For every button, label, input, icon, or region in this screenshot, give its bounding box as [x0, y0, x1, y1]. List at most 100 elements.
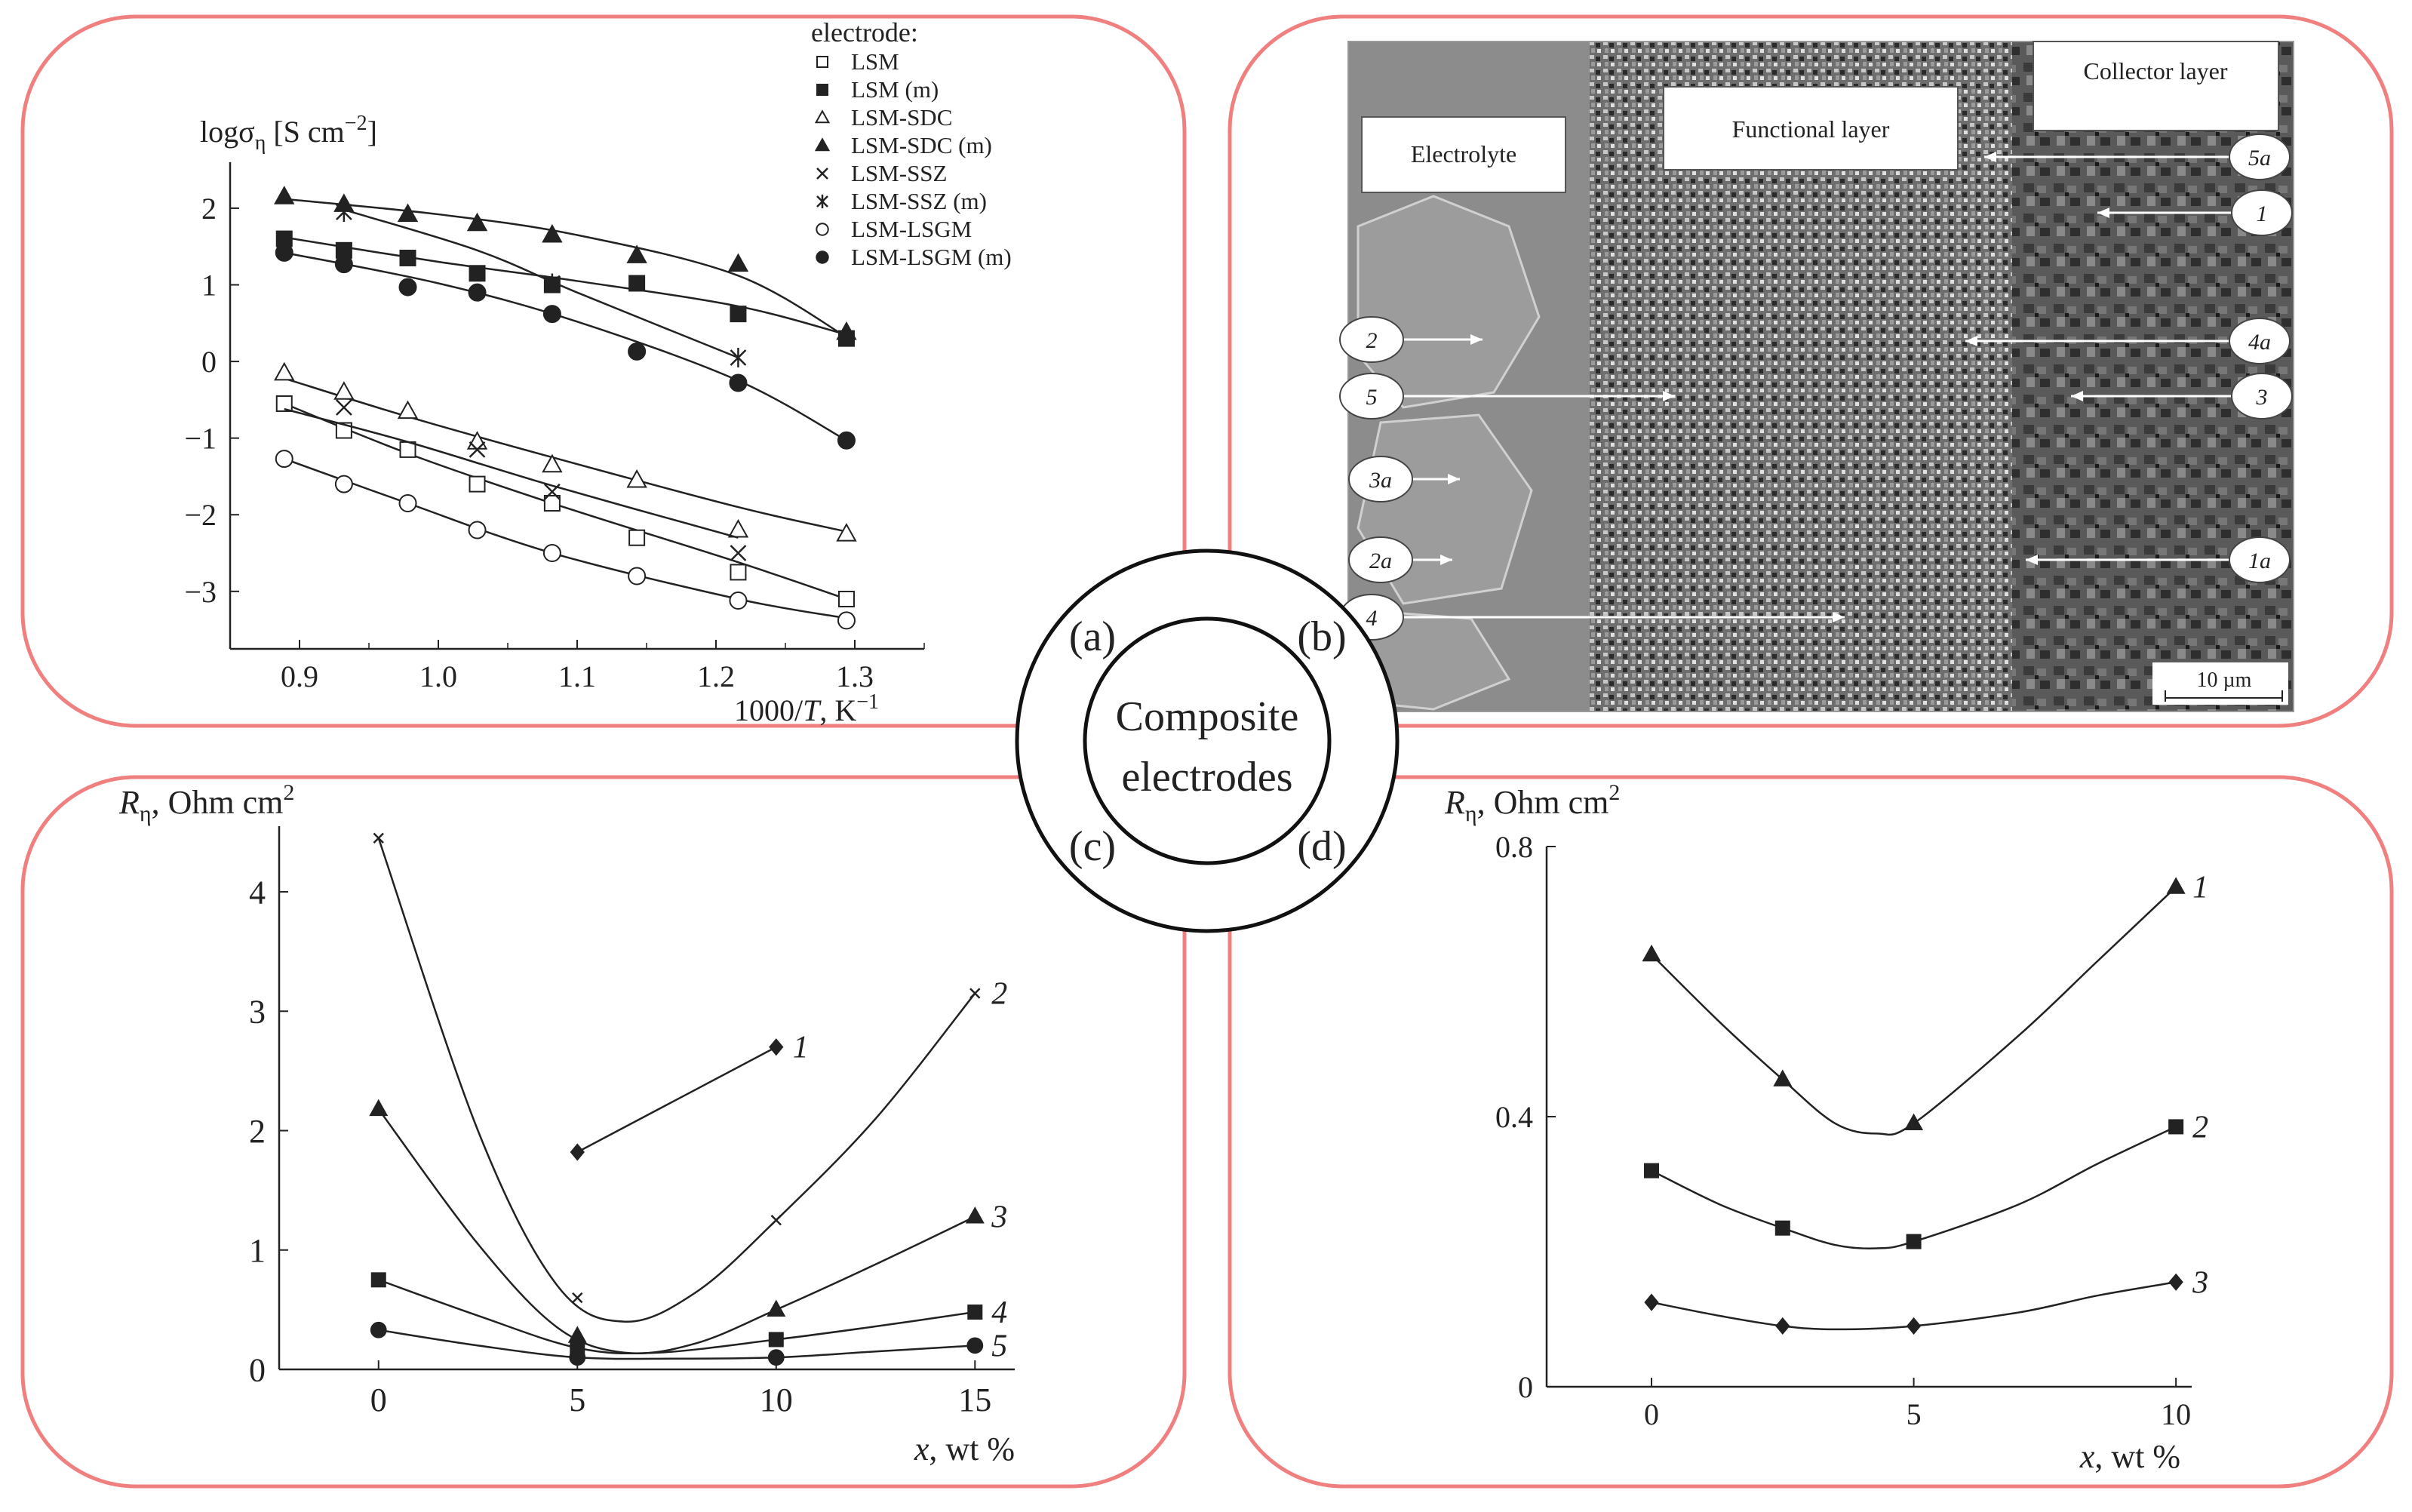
data-point: [468, 521, 487, 539]
series-line: [378, 1329, 976, 1360]
x-tick-label: 0.9: [281, 659, 318, 693]
functional-label-box: [1663, 86, 1959, 171]
data-point: [334, 255, 353, 274]
callout-badge: [2231, 189, 2293, 236]
callout-right: 5a: [1984, 134, 2291, 180]
callout-badge: [2229, 318, 2291, 364]
data-point: [1906, 1234, 1922, 1249]
panel-frames: [20, 14, 2394, 1489]
data-point: [2168, 1119, 2184, 1135]
legend-entry: LSM: [851, 48, 899, 75]
data-point: [397, 400, 419, 419]
fit-line: [284, 402, 847, 601]
data-point: [1774, 1220, 1790, 1236]
data-point: [730, 564, 747, 581]
y-axis-label: Rη, Ohm cm2: [1444, 780, 1620, 826]
data-point: [768, 1332, 784, 1348]
series-7: [275, 243, 856, 450]
data-point: [969, 988, 981, 999]
data-point: [965, 1206, 985, 1224]
data-point: [626, 469, 647, 488]
data-point: [543, 483, 561, 500]
x-tick-label: 1.0: [419, 659, 457, 693]
callout-right: 1a: [2026, 536, 2291, 583]
y-tick-label: −3: [184, 575, 217, 609]
series-1: 1: [1642, 871, 2208, 1136]
data-point: [334, 475, 353, 493]
callout-arrow: [1984, 152, 1996, 162]
data-point: [543, 495, 561, 512]
fit-line: [284, 457, 847, 619]
data-point: [730, 306, 747, 323]
x-tick-label: 0: [1644, 1397, 1659, 1431]
callout-badge: [1348, 536, 1413, 583]
data-point: [275, 243, 293, 262]
callout-arrow: [1965, 336, 1977, 346]
y-axis-label: logση [S cm−2]: [200, 112, 377, 155]
callout-arrow: [1448, 474, 1460, 484]
data-point: [333, 381, 355, 400]
data-point: [628, 275, 646, 292]
legend-marker: [816, 84, 828, 96]
data-point: [628, 567, 647, 585]
fit-line: [284, 377, 847, 533]
x-tick-label: 1.1: [558, 659, 596, 693]
series-5: [335, 202, 747, 368]
collector-label: Collector layer: [2083, 57, 2227, 85]
data-point: [468, 283, 487, 302]
legend-entry: LSM-SDC: [851, 104, 952, 131]
center-badge: Composite electrodes (a) (b) (c) (d): [1015, 549, 1400, 933]
data-point: [275, 395, 293, 412]
data-point: [767, 1349, 785, 1366]
label-c: (c): [1069, 823, 1116, 870]
callout-right: 3: [2071, 373, 2293, 419]
data-point: [1644, 1163, 1660, 1179]
series-line: [1651, 886, 2177, 1136]
series-4: [284, 399, 747, 561]
callout-arrow: [2026, 555, 2038, 565]
data-point: [569, 1349, 586, 1366]
callout-label: 1: [2257, 201, 2268, 226]
legend-entry: LSM-SSZ: [851, 160, 947, 186]
legend-entry: LSM-LSGM: [851, 216, 972, 242]
electrolyte-label-box: [1361, 116, 1566, 193]
data-point: [399, 249, 416, 266]
x-tick-label: 15: [958, 1381, 991, 1418]
x-tick-label: 1.3: [836, 659, 874, 693]
y-tick-label: 3: [249, 994, 266, 1031]
series-0: [275, 395, 855, 607]
fit-line: [284, 251, 847, 441]
legend-marker: [816, 167, 828, 180]
callout-left: 2a: [1348, 536, 1452, 583]
x-tick-label: 5: [1907, 1397, 1922, 1431]
frame-d: [1228, 775, 2394, 1489]
data-point: [570, 1143, 585, 1161]
legend-marker: [816, 56, 828, 68]
data-point: [837, 590, 855, 607]
data-point: [398, 278, 417, 297]
callout-arrow: [1440, 555, 1452, 565]
series-line: [1651, 1281, 2177, 1331]
legend-marker: [816, 223, 829, 236]
series-1: 1: [570, 1031, 809, 1161]
legend-entry: LSM-SDC (m): [851, 132, 992, 158]
y-axis-label: Rη, Ohm cm2: [118, 780, 294, 826]
data-point: [370, 1272, 386, 1288]
frame-a: [20, 14, 1187, 728]
data-point: [335, 399, 352, 416]
data-point: [469, 265, 486, 282]
series-label: 4: [991, 1295, 1007, 1330]
scale-bar-label: 10 µm: [2197, 668, 2252, 692]
data-point: [770, 1215, 782, 1226]
callout-badge: [2229, 134, 2291, 180]
data-point: [275, 450, 293, 469]
data-point: [1904, 1113, 1924, 1131]
x-tick-label: 0: [370, 1381, 387, 1418]
series-line: [377, 837, 976, 1323]
callout-label: 5a: [2248, 146, 2271, 171]
y-tick-label: 0.4: [1495, 1100, 1533, 1134]
inner-ring: [1083, 616, 1332, 865]
callout-label: 5: [1366, 385, 1378, 410]
data-point: [1775, 1317, 1790, 1335]
